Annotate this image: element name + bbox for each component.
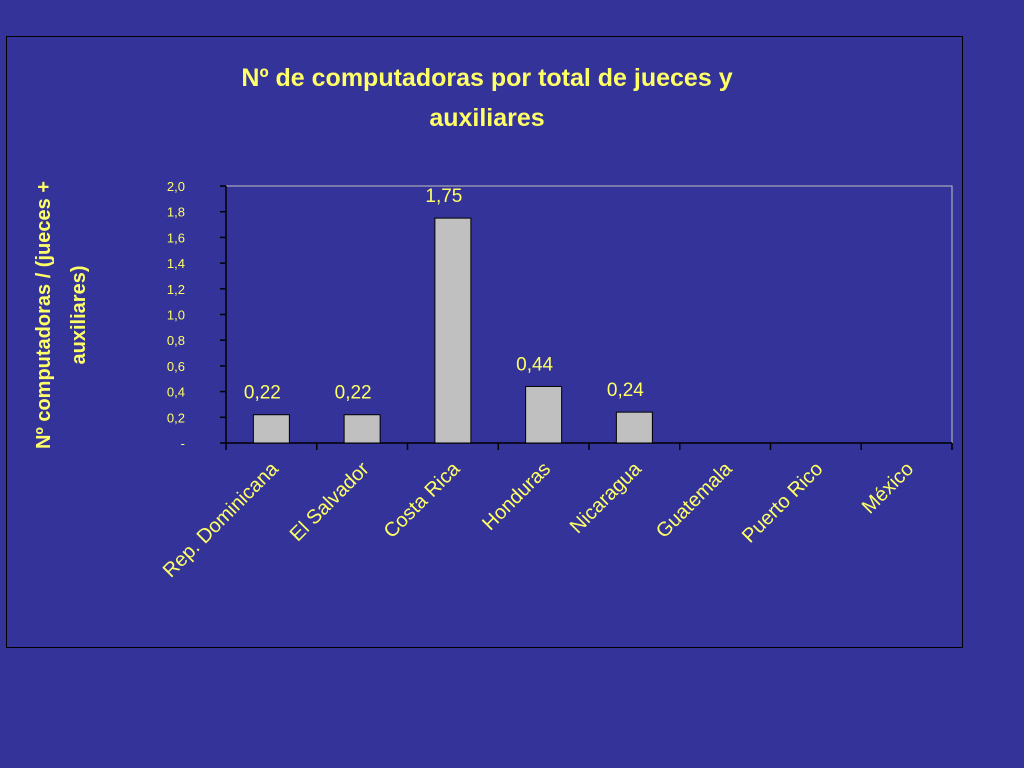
y-tick-label: 0,2	[167, 410, 185, 425]
x-category-label: Guatemala	[652, 457, 737, 542]
plot-area	[225, 185, 953, 444]
y-tick-label: 1,6	[167, 230, 185, 245]
x-category-label: Puerto Rico	[738, 458, 827, 547]
bar-costa-rica	[434, 217, 472, 444]
bar-rep-dominicana	[252, 414, 290, 444]
bar-honduras	[525, 385, 563, 444]
y-tick-label: 1,8	[167, 205, 185, 220]
y-axis-label-line-1: Nº computadoras / (jueces +	[33, 181, 55, 449]
chart-frame	[6, 36, 963, 648]
y-tick-label: 0,4	[167, 385, 185, 400]
chart-title-line-2: auxiliares	[429, 104, 544, 132]
bar-el-salvador	[343, 414, 381, 444]
data-label: 0,24	[607, 380, 644, 401]
y-tick-label: 2,0	[167, 179, 185, 194]
y-tick-label: 0,8	[167, 333, 185, 348]
x-category-label: Costa Rica	[380, 457, 465, 542]
y-tick-label: -	[181, 436, 185, 451]
y-axis-label-line-2: auxiliares)	[68, 266, 90, 365]
x-category-label: Honduras	[478, 458, 555, 535]
chart-title-line-1: Nº de computadoras por total de jueces y	[241, 64, 732, 92]
data-label: 0,44	[516, 354, 553, 375]
y-tick-label: 0,6	[167, 359, 185, 374]
data-label: 0,22	[335, 383, 372, 404]
data-label: 0,22	[244, 383, 281, 404]
x-category-label: Rep. Dominicana	[159, 457, 284, 582]
x-category-label: Nicaragua	[566, 457, 647, 538]
y-tick-label: 1,2	[167, 282, 185, 297]
x-category-label: México	[858, 458, 918, 518]
x-category-label: El Salvador	[286, 458, 374, 546]
y-tick-label: 1,0	[167, 308, 185, 323]
data-label: 1,75	[425, 186, 462, 207]
bar-nicaragua	[615, 411, 653, 444]
y-tick-label: 1,4	[167, 256, 185, 271]
